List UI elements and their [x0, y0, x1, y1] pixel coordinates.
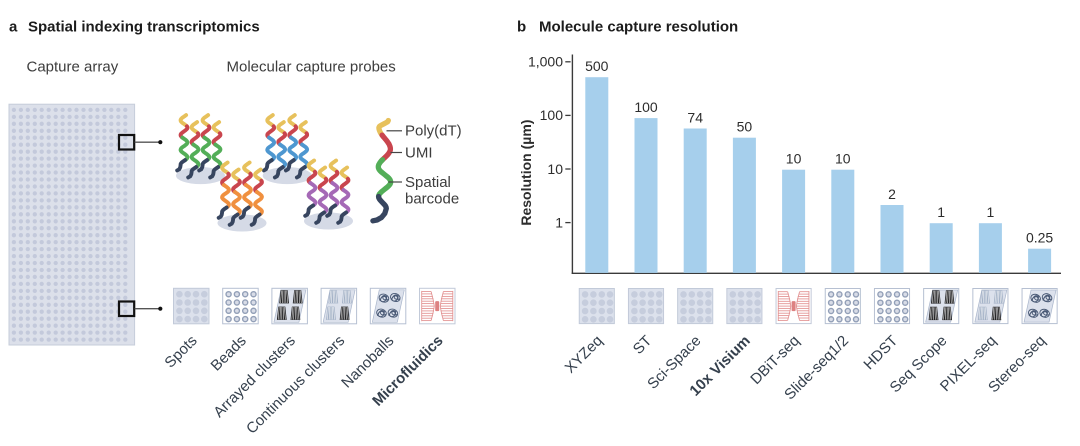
svg-text:b: b [517, 19, 526, 36]
svg-text:1,000: 1,000 [528, 54, 563, 70]
svg-text:500: 500 [585, 58, 609, 74]
svg-text:0.25: 0.25 [1026, 230, 1053, 246]
svg-text:Capture array: Capture array [27, 59, 119, 76]
svg-text:74: 74 [687, 109, 703, 125]
svg-text:Spatial indexing transcriptomi: Spatial indexing transcriptomics [28, 19, 260, 36]
svg-text:UMI: UMI [405, 145, 433, 162]
svg-text:Poly(dT): Poly(dT) [405, 123, 462, 140]
svg-text:1: 1 [937, 204, 945, 220]
svg-text:barcode: barcode [405, 191, 459, 208]
svg-text:2: 2 [888, 186, 896, 202]
svg-text:1: 1 [987, 204, 995, 220]
svg-text:Molecule capture resolution: Molecule capture resolution [539, 19, 738, 36]
svg-text:100: 100 [540, 107, 564, 123]
svg-text:50: 50 [737, 119, 753, 135]
svg-text:Spatial: Spatial [405, 174, 451, 191]
svg-text:1: 1 [555, 214, 563, 230]
svg-text:10: 10 [786, 151, 802, 167]
svg-text:100: 100 [634, 99, 658, 115]
svg-text:Molecular capture probes: Molecular capture probes [227, 59, 396, 76]
svg-text:Resolution (µm): Resolution (µm) [518, 120, 534, 226]
svg-text:10: 10 [835, 151, 851, 167]
svg-text:a: a [9, 19, 18, 36]
svg-text:10: 10 [547, 161, 563, 177]
